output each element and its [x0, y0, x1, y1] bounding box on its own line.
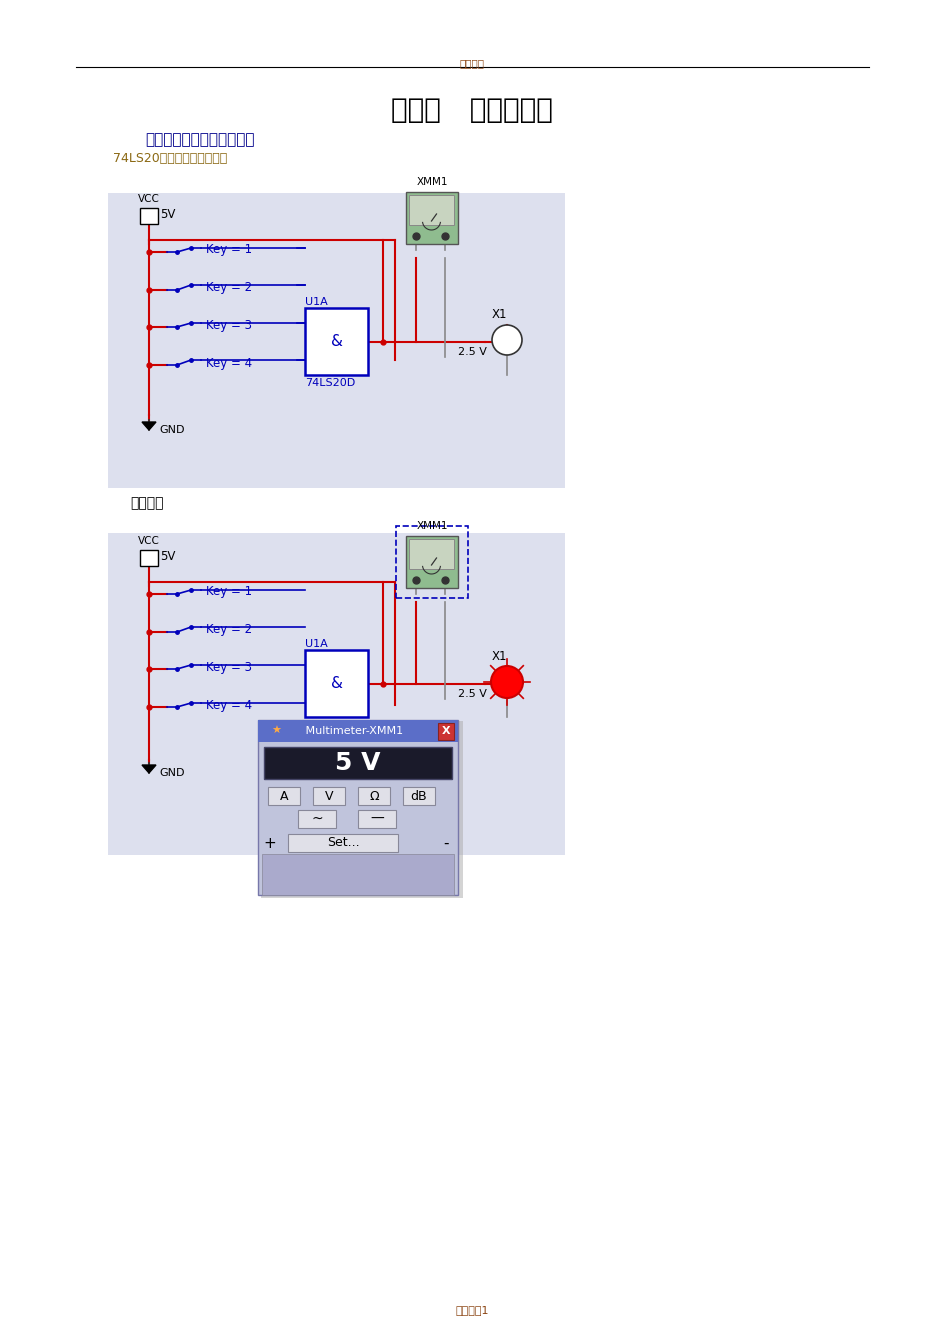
Bar: [437, 723, 453, 739]
Polygon shape: [142, 765, 156, 773]
Text: Multimeter-XMM1: Multimeter-XMM1: [302, 726, 403, 735]
Text: 5 V: 5 V: [335, 751, 380, 775]
Bar: [409, 195, 453, 225]
Bar: [305, 308, 367, 374]
Text: ~: ~: [311, 812, 323, 826]
Bar: [409, 539, 453, 570]
Text: Key = 3: Key = 3: [206, 318, 252, 332]
Text: &: &: [330, 677, 342, 691]
Bar: [108, 193, 565, 488]
Circle shape: [491, 666, 522, 698]
Circle shape: [492, 325, 521, 356]
Text: GND: GND: [159, 425, 184, 435]
Bar: [358, 810, 396, 828]
Bar: [406, 536, 458, 588]
Bar: [261, 854, 453, 894]
Text: 5V: 5V: [160, 551, 176, 563]
Text: 实验一   逻辑门电路: 实验一 逻辑门电路: [391, 96, 552, 124]
Text: +: +: [263, 836, 276, 850]
Bar: [268, 787, 299, 805]
Text: 页眉内容: 页眉内容: [459, 57, 484, 68]
Text: —: —: [370, 812, 383, 826]
Text: &: &: [330, 334, 342, 349]
Text: V: V: [325, 790, 333, 802]
Bar: [140, 209, 158, 225]
Bar: [312, 787, 345, 805]
Bar: [396, 525, 467, 598]
Text: VCC: VCC: [138, 194, 160, 205]
Text: GND: GND: [159, 767, 184, 778]
Text: Key = 4: Key = 4: [206, 357, 252, 369]
Text: Key = 1: Key = 1: [206, 586, 252, 599]
Bar: [263, 747, 451, 779]
Text: Key = 4: Key = 4: [206, 698, 252, 711]
Text: 一、与非门逻辑功能的测试: 一、与非门逻辑功能的测试: [144, 132, 254, 147]
Text: ★: ★: [271, 726, 280, 735]
Text: 页脚内容1: 页脚内容1: [455, 1305, 488, 1316]
Bar: [358, 787, 390, 805]
Text: X1: X1: [492, 651, 507, 663]
Text: A: A: [279, 790, 288, 802]
Bar: [258, 721, 458, 742]
Text: U1A: U1A: [305, 297, 328, 308]
Bar: [406, 193, 458, 243]
Bar: [108, 533, 565, 854]
Text: Key = 1: Key = 1: [206, 243, 252, 257]
Bar: [140, 550, 158, 566]
Text: Key = 2: Key = 2: [206, 623, 252, 636]
Text: X1: X1: [492, 309, 507, 321]
Text: 仿真结果: 仿真结果: [130, 496, 163, 509]
Text: XMM1: XMM1: [415, 521, 447, 531]
Bar: [305, 650, 367, 717]
Text: Set...: Set...: [327, 837, 359, 849]
Text: Key = 2: Key = 2: [206, 282, 252, 294]
Bar: [297, 810, 336, 828]
Text: 2.5 V: 2.5 V: [458, 689, 486, 699]
Text: XMM1: XMM1: [415, 176, 447, 187]
Text: X: X: [441, 726, 450, 735]
Polygon shape: [142, 422, 156, 431]
Text: -: -: [443, 836, 448, 850]
Text: Key = 3: Key = 3: [206, 660, 252, 674]
Bar: [402, 787, 434, 805]
Text: Ω: Ω: [369, 790, 379, 802]
Text: 5V: 5V: [160, 209, 176, 222]
Text: VCC: VCC: [138, 536, 160, 545]
Bar: [261, 721, 463, 898]
Text: 74LS20D: 74LS20D: [305, 378, 355, 388]
Text: U1A: U1A: [305, 639, 328, 648]
Text: 2.5 V: 2.5 V: [458, 348, 486, 357]
Bar: [288, 834, 397, 852]
Bar: [258, 721, 458, 894]
Text: 74LS20（双四输入与非门）: 74LS20（双四输入与非门）: [113, 151, 227, 164]
Text: dB: dB: [411, 790, 427, 802]
